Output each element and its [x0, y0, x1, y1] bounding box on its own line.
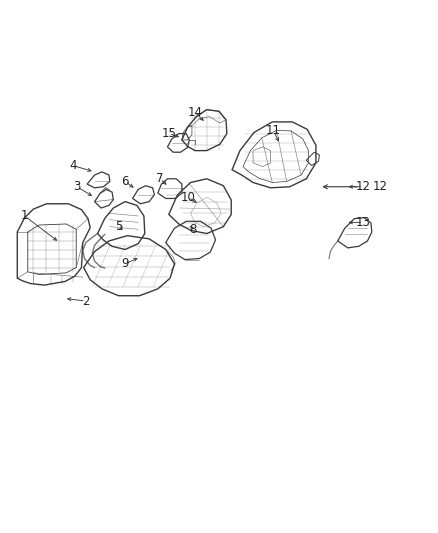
Text: 5: 5: [115, 220, 122, 233]
Text: 7: 7: [156, 172, 164, 185]
Text: 10: 10: [181, 191, 196, 204]
Text: 1: 1: [21, 209, 28, 222]
Text: 3: 3: [74, 180, 81, 193]
Text: 6: 6: [121, 175, 129, 188]
Text: 15: 15: [161, 127, 176, 140]
Text: 11: 11: [266, 124, 281, 138]
Text: 12: 12: [356, 180, 371, 193]
Text: 13: 13: [356, 216, 371, 229]
Text: 4: 4: [69, 159, 77, 172]
Text: 12: 12: [373, 180, 388, 193]
Text: 9: 9: [121, 257, 129, 270]
Text: 14: 14: [187, 106, 202, 119]
Text: 8: 8: [189, 223, 197, 236]
Text: 2: 2: [82, 295, 90, 308]
